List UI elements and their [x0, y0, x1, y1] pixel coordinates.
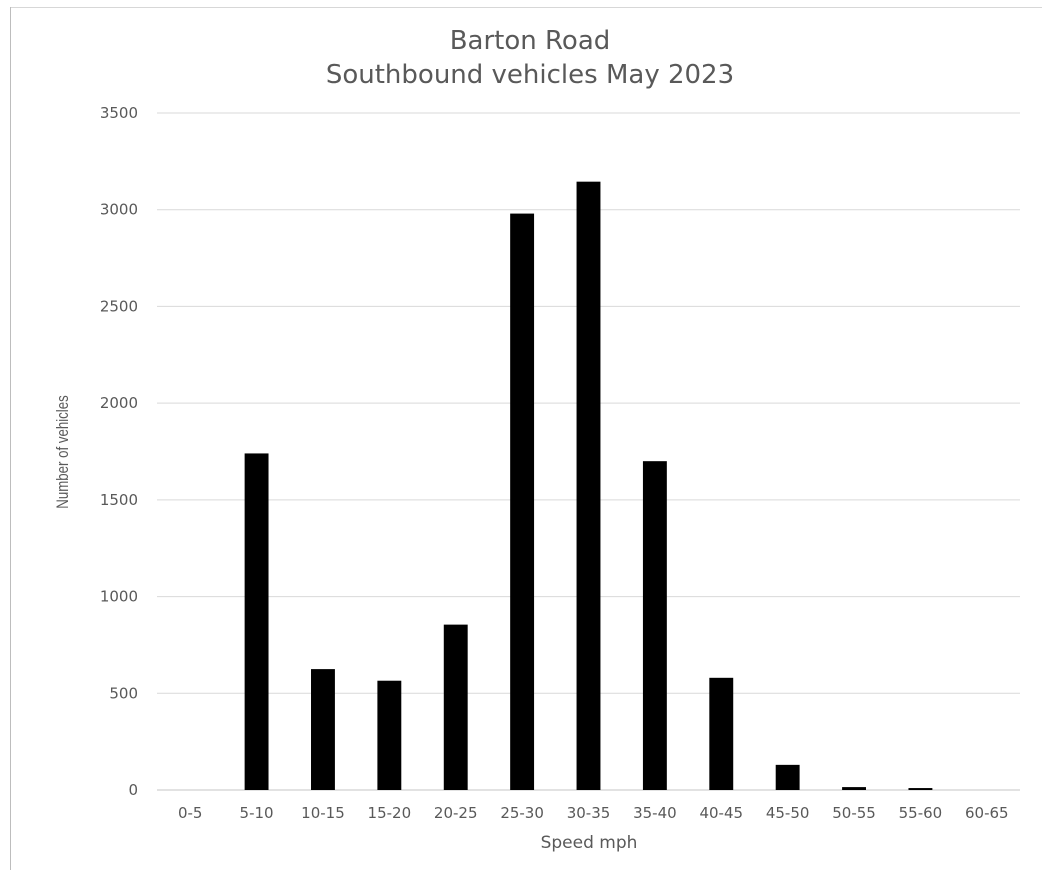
x-tick-label: 20-25: [434, 804, 478, 822]
y-tick-label: 3000: [100, 201, 138, 219]
bar-35-40: [642, 461, 667, 790]
frame-border-left: [10, 7, 11, 870]
x-tick-label: 40-45: [699, 804, 743, 822]
frame-border-top: [10, 7, 1042, 8]
x-tick-label: 45-50: [766, 804, 810, 822]
x-tick-label: 30-35: [567, 804, 611, 822]
y-tick-label: 500: [109, 684, 138, 702]
bar-55-60: [908, 788, 933, 790]
bar-30-35: [576, 181, 601, 791]
bar-5-10: [244, 453, 269, 790]
bar-20-25: [443, 624, 468, 790]
x-tick-label: 0-5: [178, 804, 203, 822]
x-tick-label: 15-20: [368, 804, 412, 822]
x-axis-ticks: 0-5 5-10 10-15 15-20 20-25 25-30 30-35 35-40 40-…: [178, 804, 1009, 822]
x-tick-label: 50-55: [832, 804, 876, 822]
y-tick-label: 2000: [100, 394, 138, 412]
x-tick-label: 10-15: [301, 804, 345, 822]
y-tick-label: 0: [128, 781, 138, 799]
y-axis-label: Number of vehicles: [54, 395, 73, 509]
chart-title-line-1: Barton Road: [450, 26, 611, 56]
x-tick-label: 35-40: [633, 804, 677, 822]
y-tick-label: 2500: [100, 297, 138, 315]
x-axis-label: Speed mph: [541, 833, 638, 853]
bars: [244, 181, 933, 791]
bar-15-20: [377, 680, 402, 790]
x-tick-label: 5-10: [240, 804, 274, 822]
bar-10-15: [311, 669, 335, 790]
y-tick-label: 1500: [100, 491, 138, 509]
y-axis-ticks: 0 500 1000 1500 2000 2500 3000 3500: [100, 104, 138, 799]
bar-45-50: [775, 764, 800, 790]
chart-title-line-2: Southbound vehicles May 2023: [326, 60, 734, 90]
bar-25-30: [510, 213, 535, 790]
bar-50-55: [842, 787, 866, 790]
x-tick-label: 55-60: [899, 804, 943, 822]
y-tick-label: 1000: [100, 588, 138, 606]
y-tick-label: 3500: [100, 104, 138, 122]
x-tick-label: 60-65: [965, 804, 1009, 822]
bar-40-45: [709, 677, 734, 790]
x-tick-label: 25-30: [500, 804, 544, 822]
